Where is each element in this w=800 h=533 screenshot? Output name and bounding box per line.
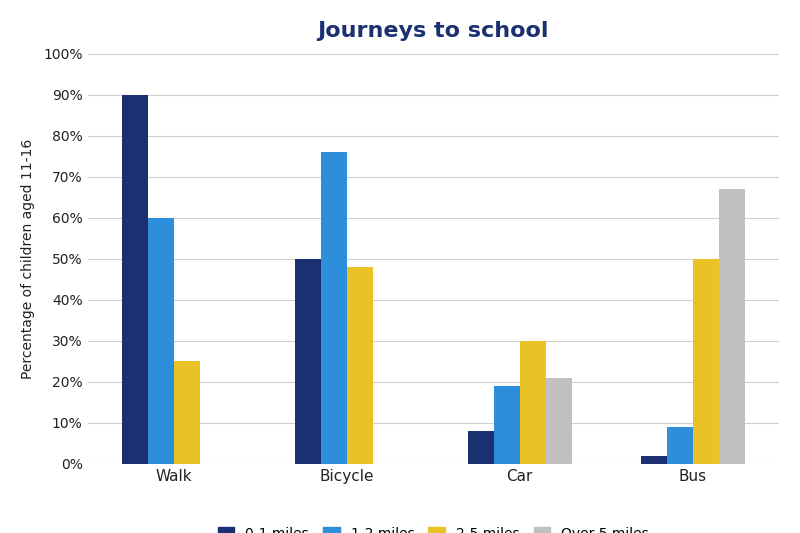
Bar [546,377,572,464]
Bar [148,217,174,464]
Bar [468,431,494,464]
Y-axis label: Percentage of children aged 11-16: Percentage of children aged 11-16 [21,139,35,379]
Legend: 0-1 miles, 1-2 miles, 2-5 miles, Over 5 miles: 0-1 miles, 1-2 miles, 2-5 miles, Over 5 … [210,520,656,533]
Bar [641,456,666,464]
Bar [693,259,718,464]
Title: Journeys to school: Journeys to school [318,21,549,41]
Bar [174,361,200,464]
Bar [122,94,148,464]
Bar [520,341,546,464]
Bar [718,189,745,464]
Bar [295,259,321,464]
Bar [321,152,347,464]
Bar [494,386,520,464]
Bar [666,427,693,464]
Bar [347,267,373,464]
